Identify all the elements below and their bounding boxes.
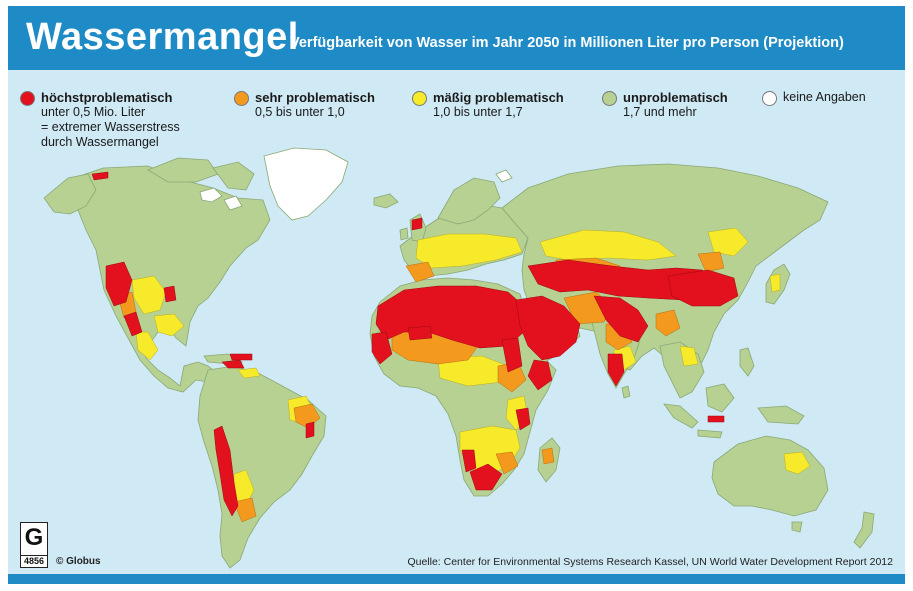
us-southwest-red <box>105 261 133 307</box>
world-map <box>8 70 905 574</box>
legend-desc-extreme-2: = extremer Wasserstress <box>41 120 180 134</box>
legend-item-no-data: keine Angaben <box>762 90 866 106</box>
baffin-island <box>212 161 255 191</box>
legend-item-extreme: höchstproblematisch unter 0,5 Mio. Liter… <box>20 90 180 150</box>
japan-yellow <box>769 273 781 293</box>
legend-swatch-moderate <box>412 91 427 106</box>
alaska-red <box>91 171 109 181</box>
source-text: Quelle: Center for Environmental Systems… <box>407 556 893 568</box>
australia-yellow <box>783 451 811 475</box>
legend-item-moderate: mäßig problematisch 1,0 bis unter 1,7 <box>412 90 564 120</box>
horn-africa-red <box>527 359 553 391</box>
map-title: Wassermangel <box>26 16 299 58</box>
legend-label-moderate: mäßig problematisch <box>433 90 564 105</box>
central-asia-yellow <box>539 229 677 261</box>
uk-red <box>411 217 423 231</box>
no-data-areas <box>199 147 513 339</box>
us-south-yellow <box>153 313 185 337</box>
china-red <box>667 269 739 307</box>
us-plains-yellow <box>131 275 167 315</box>
venezuela-red <box>229 353 253 361</box>
new-guinea <box>757 405 805 425</box>
mali-red <box>407 325 433 341</box>
svalbard <box>495 169 513 183</box>
caribbean-red <box>221 359 245 369</box>
legend-desc-moderate: 1,0 bis unter 1,7 <box>433 105 523 119</box>
myanmar-orange <box>655 309 681 337</box>
bottom-bar <box>8 574 905 584</box>
logo-letter: G <box>24 524 44 551</box>
spain-orange <box>405 261 435 283</box>
arctic-island-1 <box>199 187 223 203</box>
legend-desc-high: 0,5 bis unter 1,0 <box>255 105 345 119</box>
mexico-red <box>123 311 143 337</box>
arabia-red <box>515 295 581 361</box>
legend-item-high: sehr problematisch 0,5 bis unter 1,0 <box>234 90 375 120</box>
header-bar: Wassermangel Verfügbarkeit von Wasser im… <box>8 6 905 70</box>
tasmania <box>791 521 803 533</box>
china-north-yellow <box>707 227 749 257</box>
legend-swatch-unproblematic <box>602 91 617 106</box>
new-zealand <box>853 511 875 549</box>
legend-label-no-data: keine Angaben <box>783 90 866 104</box>
legend-label-unproblematic: unproblematisch <box>623 90 728 105</box>
argentina-orange <box>233 497 257 523</box>
borneo <box>705 383 735 413</box>
philippines <box>739 347 755 377</box>
legend-desc-extreme-1: unter 0,5 Mio. Liter <box>41 105 146 119</box>
southeast-asia-yellow <box>679 345 699 367</box>
globus-logo: G 4856 <box>20 522 48 568</box>
legend-swatch-no-data <box>762 91 777 106</box>
legend-item-unproblematic: unproblematisch 1,7 und mehr <box>602 90 728 120</box>
mexico-yellow <box>135 331 159 361</box>
north-china-orange <box>697 251 725 273</box>
scandinavia <box>437 177 501 225</box>
namibia-red <box>461 449 477 473</box>
legend-desc-extreme-3: durch Wassermangel <box>41 135 159 149</box>
ireland <box>399 227 409 241</box>
greenland <box>263 147 349 221</box>
credit-text: © Globus <box>56 556 101 567</box>
alaska <box>43 173 97 215</box>
sumatra <box>663 403 699 429</box>
east-africa-red <box>515 407 531 431</box>
venezuela-yellow <box>237 367 261 379</box>
legend-desc-unproblematic: 1,7 und mehr <box>623 105 697 119</box>
west-africa-coast-red <box>371 331 393 365</box>
india-south-red <box>607 353 625 387</box>
map-subtitle: Verfügbarkeit von Wasser im Jahr 2050 in… <box>290 35 844 51</box>
iceland <box>373 193 399 209</box>
legend-label-extreme: höchstproblematisch <box>41 90 173 105</box>
madagascar-orange <box>541 447 555 465</box>
southern-africa-orange <box>495 451 519 475</box>
nile-red <box>501 337 523 373</box>
peru-chile-red <box>213 425 239 517</box>
north-america <box>65 165 271 393</box>
moderate-stress-areas <box>131 227 811 507</box>
southern-africa-red <box>469 463 503 491</box>
legend-swatch-high <box>234 91 249 106</box>
java <box>697 429 723 439</box>
us-southeast-red <box>163 285 177 303</box>
sri-lanka <box>621 385 631 399</box>
extreme-stress-areas <box>91 171 739 517</box>
legend-label-high: sehr problematisch <box>255 90 375 105</box>
brazil-red <box>305 421 315 439</box>
infographic-frame: Wassermangel Verfügbarkeit von Wasser im… <box>8 6 905 584</box>
indonesia-red <box>707 415 725 423</box>
graphic-number: 4856 <box>21 555 47 566</box>
arctic-island-2 <box>223 195 243 211</box>
south-asia-red <box>593 295 649 343</box>
legend-swatch-extreme <box>20 91 35 106</box>
